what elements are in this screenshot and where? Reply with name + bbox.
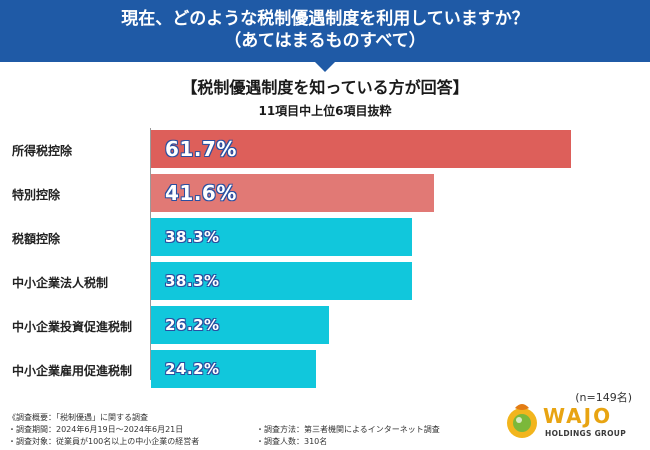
header-pointer <box>314 61 336 72</box>
chart-note: 11項目中上位6項目抜粋 <box>258 104 392 118</box>
bar <box>151 218 412 256</box>
bar <box>151 262 412 300</box>
category-label: 特別控除 <box>12 188 61 202</box>
survey-period: ・調査期間：2024年6月19日〜2024年6月21日 <box>8 425 184 434</box>
category-label: 中小企業投資促進税制 <box>12 320 133 334</box>
survey-method: ・調査方法：第三者機関によるインターネット調査 <box>256 425 440 434</box>
bar <box>151 306 330 344</box>
logo-wordmark: WAJO <box>543 404 613 428</box>
chart-subtitle: 【税制優遇制度を知っている方が回答】 <box>181 78 469 97</box>
category-label: 税額控除 <box>12 232 61 246</box>
category-label: 中小企業法人税制 <box>12 276 109 290</box>
bar-value-label: 61.7% <box>165 137 237 161</box>
sample-size-label: (n=149名) <box>575 391 632 404</box>
survey-count: ・調査人数：310名 <box>256 437 328 446</box>
bar-value-label: 38.3% <box>165 272 220 290</box>
category-axis-line <box>150 128 151 380</box>
bar <box>151 130 571 168</box>
wajo-logo-mark <box>507 404 537 438</box>
question-line-2: （あてはまるものすべて） <box>224 31 426 51</box>
question-header: 現在、どのような税制優遇制度を利用していますか？ （あてはまるものすべて） <box>0 0 650 62</box>
bar-value-label: 38.3% <box>165 228 220 246</box>
category-label: 所得税控除 <box>12 144 73 158</box>
bar <box>151 350 316 388</box>
question-line-1: 現在、どのような税制優遇制度を利用していますか？ <box>121 9 529 29</box>
bar-value-label: 24.2% <box>165 360 220 378</box>
category-label: 中小企業雇用促進税制 <box>12 364 133 378</box>
bar-value-label: 26.2% <box>165 316 220 334</box>
survey-target: ・調査対象：従業員が100名以上の中小企業の経営者 <box>8 437 200 446</box>
logo-subtext: HOLDINGS GROUP <box>545 429 626 438</box>
survey-overview: 《調査概要：「税制優遇」に関する調査 <box>8 413 148 422</box>
wajo-logo: WAJO HOLDINGS GROUP <box>505 402 637 442</box>
bar-value-label: 41.6% <box>165 181 237 205</box>
bar <box>151 174 435 212</box>
